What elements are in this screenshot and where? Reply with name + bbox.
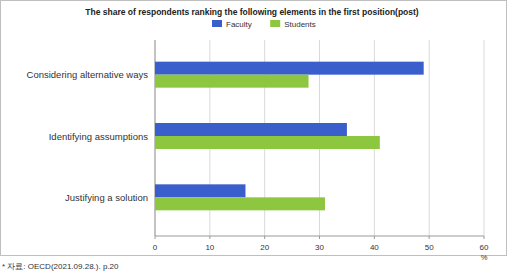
tick-label: 20 <box>260 243 269 252</box>
bar <box>155 62 424 75</box>
source-note: * 자료: OECD(2021.09.28.). p.20 <box>2 262 119 271</box>
legend-swatch <box>270 20 280 27</box>
tick-label: 60 <box>480 243 489 252</box>
chart-frame <box>1 1 507 256</box>
category-label: Justifying a solution <box>65 192 148 203</box>
category-label: Identifying assumptions <box>49 131 149 142</box>
legend-label: Students <box>284 20 316 29</box>
x-axis <box>155 236 484 237</box>
category-label: Considering alternative ways <box>27 69 149 80</box>
legend: Faculty Students <box>212 20 316 29</box>
bar <box>155 184 245 197</box>
tick-label: 50 <box>425 243 434 252</box>
legend-swatch <box>212 20 222 27</box>
bar <box>155 197 325 210</box>
chart-title: The share of respondents ranking the fol… <box>85 7 419 17</box>
tick-label: 10 <box>205 243 214 252</box>
x-axis-label: % <box>481 253 488 262</box>
chart-svg: The share of respondents ranking the fol… <box>0 0 507 273</box>
bar <box>155 123 347 136</box>
bar <box>155 75 309 88</box>
grid-line <box>429 40 430 236</box>
tick-label: 0 <box>153 243 158 252</box>
tick-label: 30 <box>315 243 324 252</box>
tick-label: 40 <box>370 243 379 252</box>
legend-label: Faculty <box>226 20 252 29</box>
bars <box>155 62 424 211</box>
bar <box>155 136 380 149</box>
grid-line <box>484 40 485 236</box>
